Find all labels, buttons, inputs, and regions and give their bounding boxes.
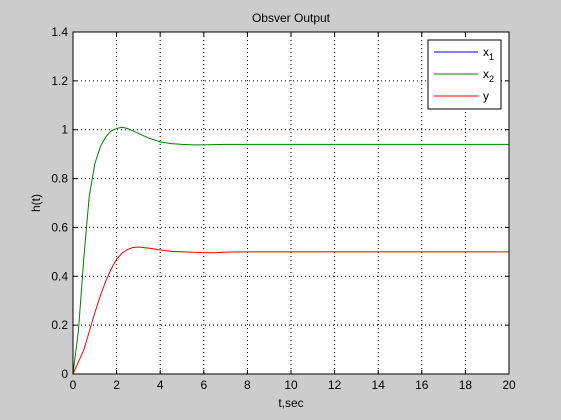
- x-tick-label: 0: [70, 378, 77, 392]
- y-tick-label: 0.2: [51, 318, 68, 332]
- x-tick-label: 12: [328, 378, 342, 392]
- ticks: [72, 31, 510, 375]
- x-tick-label: 8: [244, 378, 251, 392]
- x-tick-label: 18: [459, 378, 473, 392]
- series-line-x2: [72, 126, 509, 375]
- series-line-y: [72, 246, 509, 375]
- x-tick-label: 2: [113, 378, 120, 392]
- y-tick-label: 0: [61, 367, 68, 381]
- x-tick-label: 20: [502, 378, 516, 392]
- y-tick-label: 0.4: [51, 269, 68, 283]
- x-tick-label: 4: [157, 378, 164, 392]
- y-axis-label: h(t): [29, 194, 43, 212]
- legend-entry-x1: x1: [483, 45, 494, 62]
- tick-labels: 0 2 4 6 8 10 12 14 16 18 20 0 0.2 0.4 0.6 0.8 1 1.2 1.4: [51, 25, 516, 392]
- x-tick-label: 16: [415, 378, 429, 392]
- y-tick-label: 0.6: [51, 220, 68, 234]
- chart-title: Obsver Output: [252, 11, 331, 25]
- y-tick-label: 1: [61, 123, 68, 137]
- legend: x1 x2 y: [427, 39, 502, 110]
- y-tick-label: 1.2: [51, 74, 68, 88]
- y-tick-label: 1.4: [51, 25, 68, 39]
- x-axis-label: t,sec: [278, 396, 303, 410]
- x-tick-label: 14: [372, 378, 386, 392]
- x-tick-label: 10: [284, 378, 298, 392]
- legend-entry-y: y: [483, 89, 489, 103]
- legend-entry-x2: x2: [483, 67, 494, 84]
- y-tick-label: 0.8: [51, 172, 68, 186]
- x-tick-label: 6: [200, 378, 207, 392]
